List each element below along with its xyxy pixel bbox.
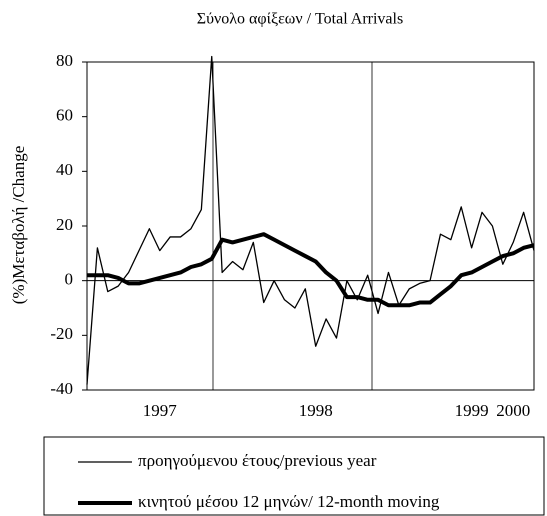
series-line — [86, 55, 535, 385]
plot-frame — [86, 61, 535, 391]
y-tick-label: 80 — [56, 51, 73, 70]
legend — [43, 436, 545, 516]
y-axis-label: (%)Μεταβολή /Change — [9, 146, 28, 305]
y-tick-label: 40 — [56, 160, 73, 179]
y-tick-label: 20 — [56, 215, 73, 234]
y-tick-label: -40 — [50, 379, 73, 398]
y-tick-label: -20 — [50, 324, 73, 343]
y-tick-label: 0 — [65, 270, 74, 289]
legend-label: προηγούμενου έτους/previous year — [138, 451, 377, 470]
x-tick-label: 2000 — [496, 401, 530, 420]
series-line — [87, 232, 535, 308]
y-tick-label: 60 — [56, 106, 73, 125]
x-tick-label: 1999 — [455, 401, 489, 420]
legend-label: κινητού μέσου 12 μηνών/ 12-month moving — [138, 492, 440, 511]
chart-title: Σύνολο αφίξεων / Total Arrivals — [197, 11, 403, 28]
x-tick-label: 1998 — [299, 401, 333, 420]
x-tick-label: 1997 — [143, 401, 178, 420]
